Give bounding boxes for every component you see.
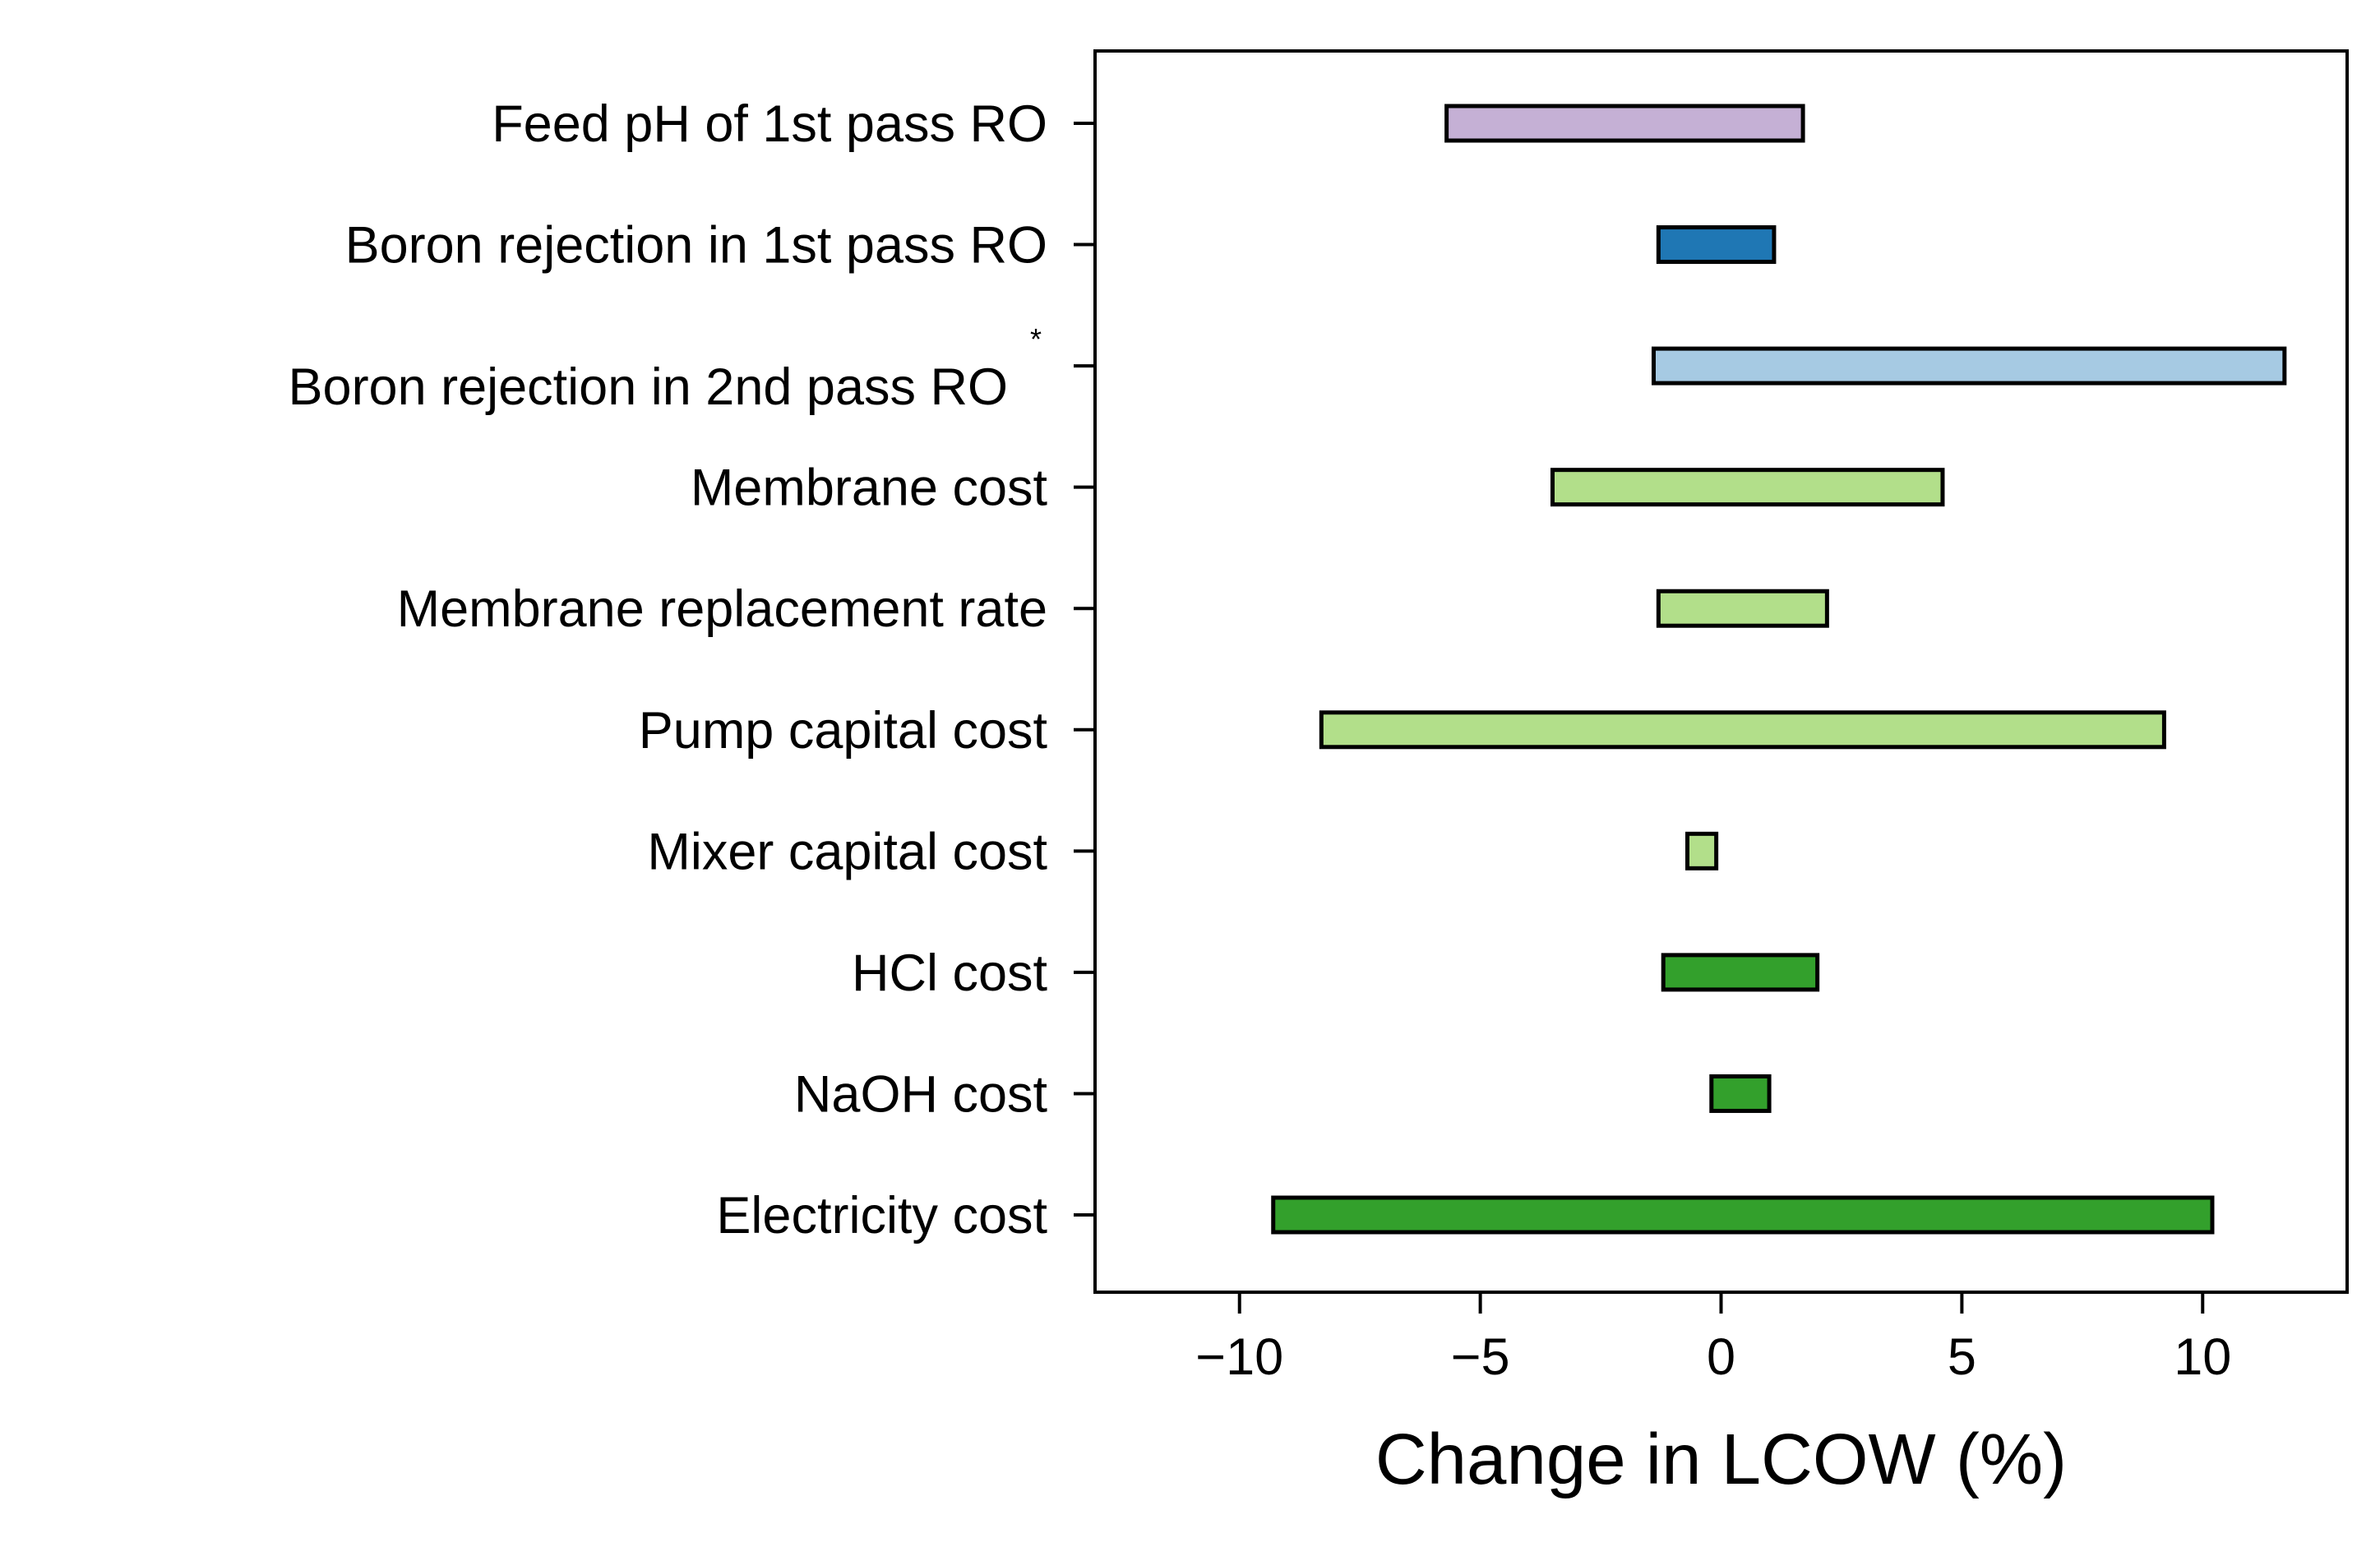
bar-3 (1651, 346, 2287, 386)
y-tick-label: Electricity cost (716, 1187, 1047, 1245)
bar-4 (1550, 468, 1945, 507)
x-tick-label: −10 (1195, 1328, 1283, 1386)
x-tick-label: 5 (1948, 1328, 1976, 1386)
x-ticks: −10 −5 0 5 10 (1195, 1292, 2231, 1386)
y-tick-label: NaOH cost (794, 1065, 1048, 1123)
y-ticks: Feed pH of 1st pass RO Boron rejection in… (289, 95, 1095, 1245)
x-tick-label: −5 (1451, 1328, 1510, 1386)
y-tick-label: Pump capital cost (639, 702, 1048, 760)
x-axis-label: Change in LCOW (%) (1375, 1420, 2067, 1499)
bars (1271, 104, 2287, 1235)
bar-6 (1319, 710, 2166, 750)
y-tick-label: Feed pH of 1st pass RO (492, 95, 1047, 153)
x-tick-label: 0 (1707, 1328, 1735, 1386)
y-tick-label: Membrane cost (691, 459, 1048, 517)
y-tick-label: HCl cost (852, 944, 1048, 1002)
plot-frame (1093, 49, 2349, 1294)
y-tick-annotation: * (1030, 322, 1042, 356)
bar-7 (1684, 831, 1719, 870)
x-tick-label: 10 (2174, 1328, 2231, 1386)
bar-5 (1656, 589, 1829, 628)
bar-10 (1271, 1195, 2215, 1235)
bar-1 (1444, 104, 1805, 143)
y-tick-label: Boron rejection in 1st pass RO (345, 217, 1047, 275)
y-tick-label: Membrane replacement rate (397, 580, 1047, 638)
bar-9 (1709, 1074, 1772, 1113)
bar-8 (1661, 953, 1820, 992)
y-tick-label: Boron rejection in 2nd pass RO (289, 358, 1008, 416)
bar-2 (1656, 225, 1777, 265)
y-tick-label: Mixer capital cost (647, 823, 1047, 880)
